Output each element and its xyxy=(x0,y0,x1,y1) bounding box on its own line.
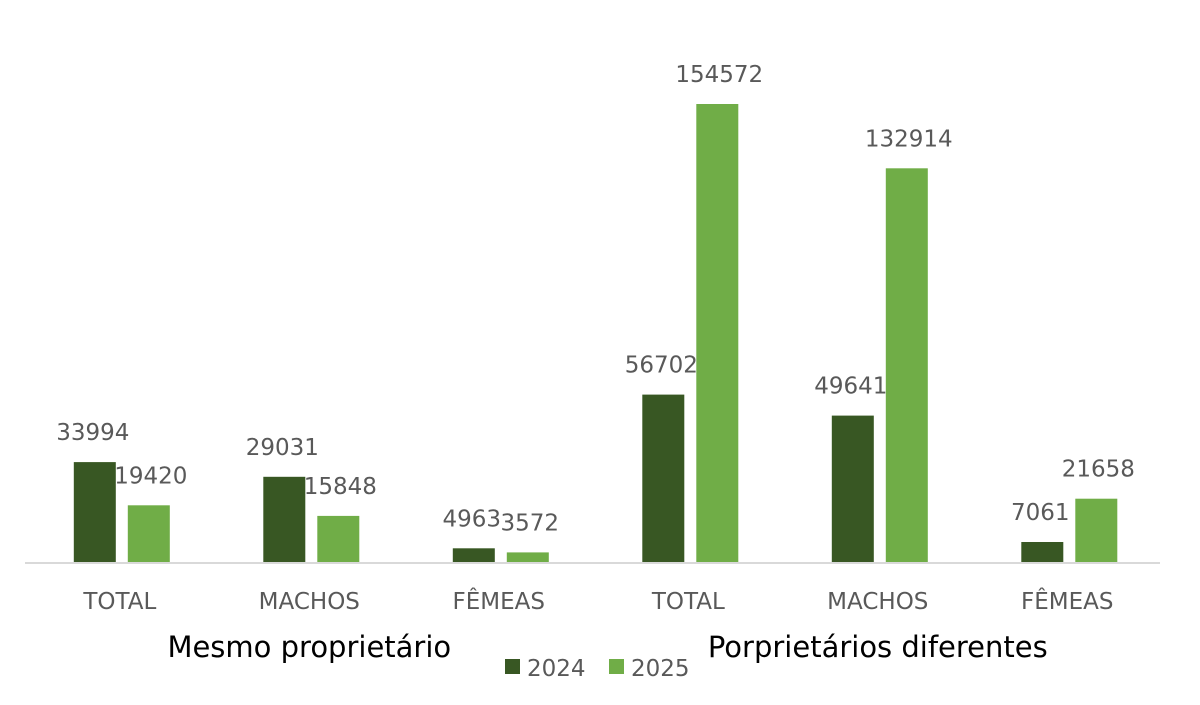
bar-2025-1 xyxy=(317,515,360,563)
bar-2024-3 xyxy=(642,394,685,563)
x-tick-label-1: MACHOS xyxy=(259,589,360,615)
bar-2025-2 xyxy=(506,552,549,563)
bar-2024-0 xyxy=(73,462,116,563)
data-label-2024-3: 56702 xyxy=(625,353,698,379)
data-label-2025-4: 132914 xyxy=(865,126,953,152)
legend-label-2025: 2025 xyxy=(631,656,690,682)
data-label-2025-3: 154572 xyxy=(675,62,763,88)
bars-layer xyxy=(73,104,1118,564)
bar-2025-0 xyxy=(127,505,170,563)
bar-2025-3 xyxy=(696,104,739,563)
data-label-2025-1: 15848 xyxy=(304,474,377,500)
data-label-2024-2: 4963 xyxy=(443,506,502,532)
group-label-0: Mesmo proprietário xyxy=(167,630,451,664)
legend: 2024 2025 xyxy=(505,656,690,682)
x-tick-label-5: FÊMEAS xyxy=(1021,587,1113,615)
data-label-2024-4: 49641 xyxy=(814,374,887,400)
data-label-2024-5: 7061 xyxy=(1011,500,1070,526)
bar-2025-4 xyxy=(885,168,928,564)
x-tick-label-2: FÊMEAS xyxy=(453,587,545,615)
x-tick-label-4: MACHOS xyxy=(827,589,928,615)
data-label-2024-0: 33994 xyxy=(56,420,129,446)
x-tick-label-0: TOTAL xyxy=(82,589,156,615)
legend-swatch-2025 xyxy=(609,659,624,674)
legend-label-2024: 2024 xyxy=(527,656,586,682)
labels-layer: 33994 19420 29031 15848 4963 3572 56702 154572 4… xyxy=(56,62,1135,536)
data-label-2025-5: 21658 xyxy=(1062,457,1135,483)
bar-2024-2 xyxy=(452,548,495,563)
data-label-2024-1: 29031 xyxy=(246,435,319,461)
bar-2024-5 xyxy=(1021,542,1064,563)
bar-2024-4 xyxy=(831,415,874,563)
data-label-2025-0: 19420 xyxy=(114,463,187,489)
bar-2025-5 xyxy=(1075,498,1118,563)
data-label-2025-2: 3572 xyxy=(501,510,560,536)
bar-2024-1 xyxy=(263,476,306,563)
x-tick-label-3: TOTAL xyxy=(651,589,725,615)
x-tick-labels: TOTAL MACHOS FÊMEAS TOTAL MACHOS FÊMEAS xyxy=(82,587,1113,615)
group-labels: Mesmo proprietário Porprietários diferent… xyxy=(167,630,1047,664)
legend-swatch-2024 xyxy=(505,659,520,674)
group-label-1: Porprietários diferentes xyxy=(708,630,1048,664)
